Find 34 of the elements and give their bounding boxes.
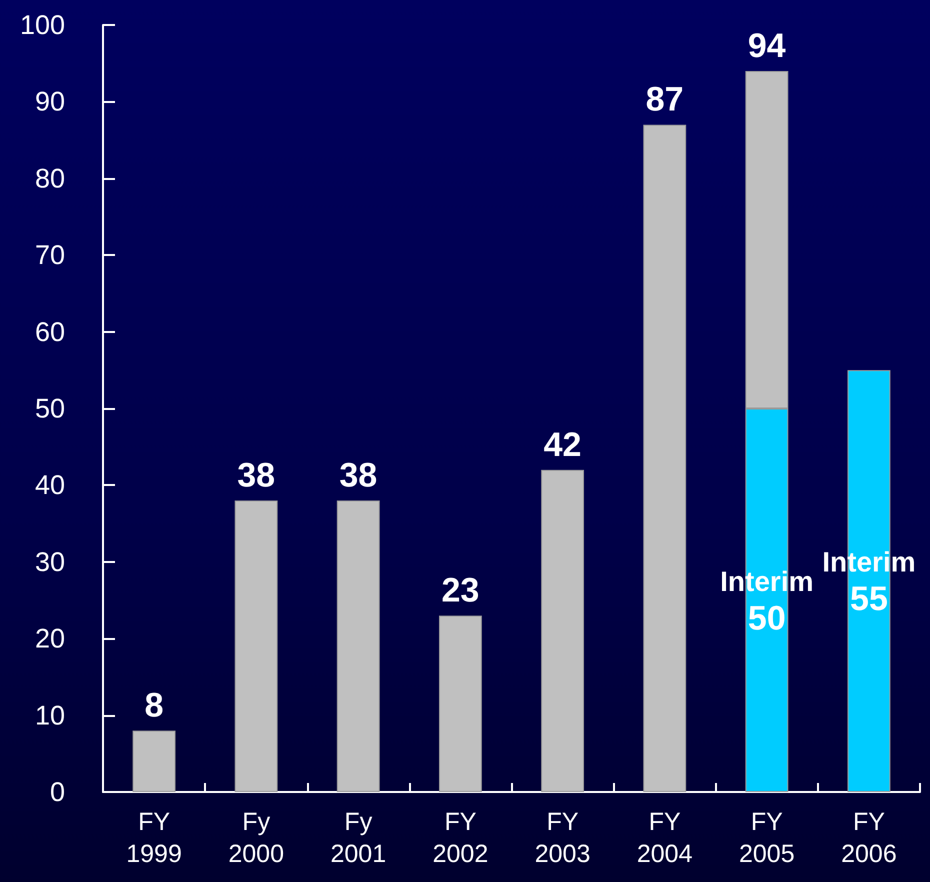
y-tick-label: 60 [34,316,65,347]
bar [336,500,380,792]
x-tick-label: FY 2003 [534,808,590,868]
y-tick-label: 100 [20,10,65,40]
y-tick-label: 40 [34,470,65,500]
x-tick-label: FY 2004 [636,808,693,868]
total-label: 38 [237,456,276,495]
data-label: 55 [850,580,888,618]
x-tick-label: FY 1999 [126,808,182,868]
total-label: 8 [144,686,164,725]
x-tick-label: Fy 2000 [228,808,284,868]
y-tick-label: 0 [50,777,65,807]
y-tick-label: 20 [34,624,65,654]
total-label: 23 [442,572,480,610]
y-tick-label: 80 [34,163,65,194]
total-label: 94 [748,27,786,66]
bar [132,730,176,792]
y-tick-label: 30 [34,546,65,577]
bar [438,616,482,792]
bar [643,124,686,792]
x-tick-label: Fy 2001 [330,808,386,868]
bar [541,470,584,792]
y-tick-label: 70 [34,240,65,270]
y-tick-label: 90 [34,86,65,117]
total-label: 38 [339,456,378,495]
y-tick-label: 50 [34,394,65,424]
total-label: 87 [646,80,684,119]
x-tick-label: FY 2006 [841,808,897,868]
data-label: 50 [748,599,786,638]
y-tick-label: 10 [34,700,65,730]
x-tick-label: FY 2002 [432,808,488,868]
x-tick-label: FY 2005 [739,808,795,868]
bar [234,500,278,792]
total-label: 42 [544,426,582,464]
